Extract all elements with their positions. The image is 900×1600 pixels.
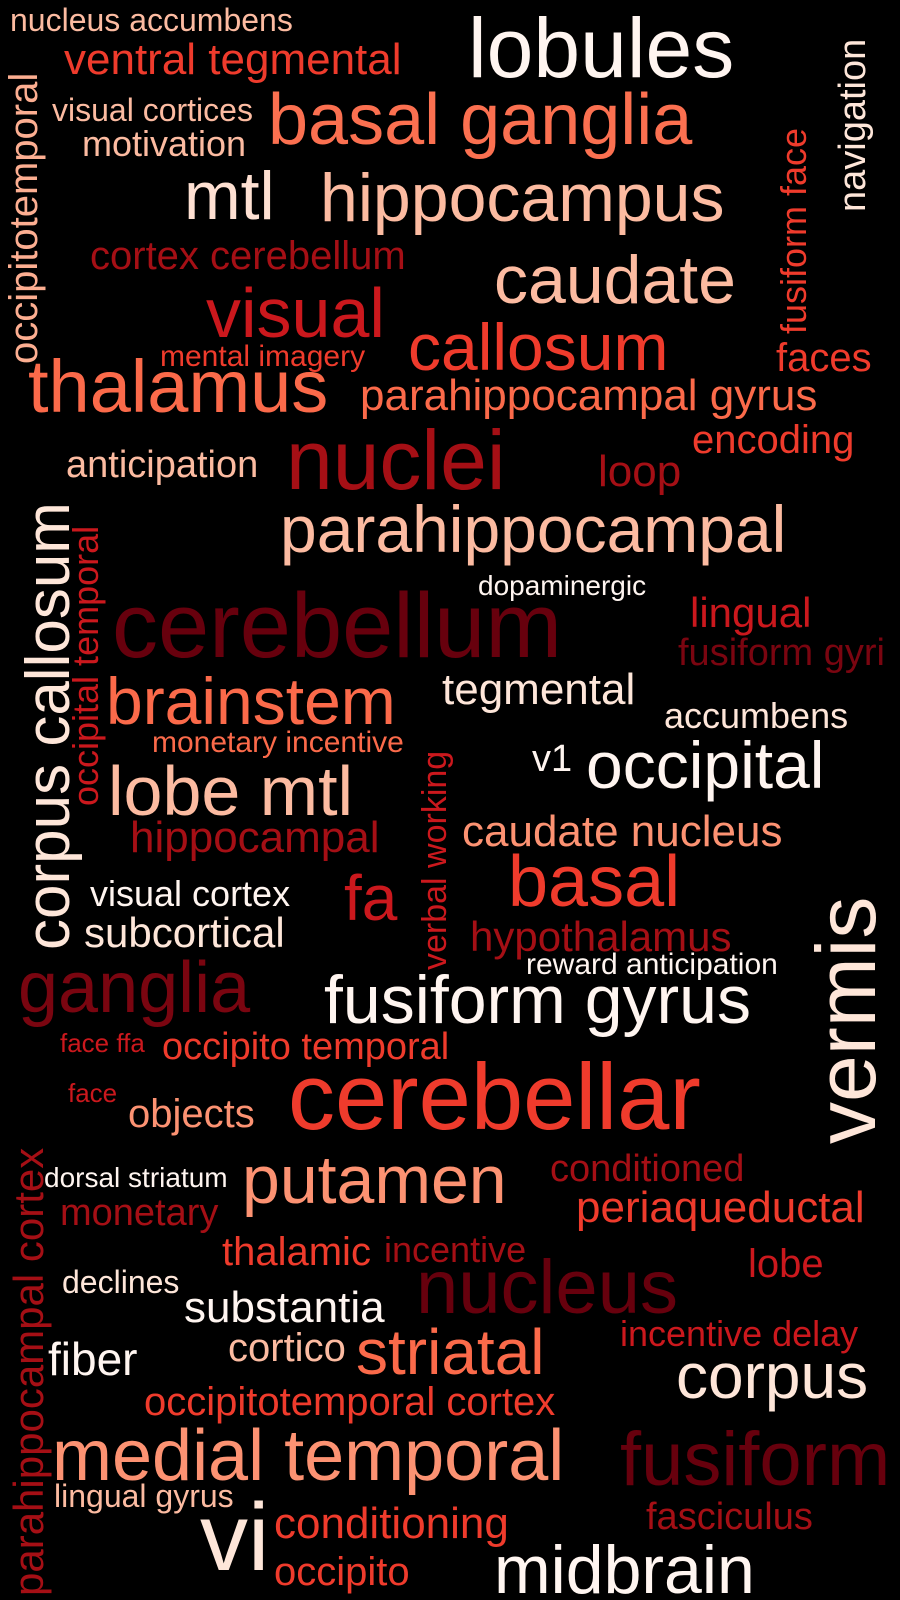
word-navigation: navigation [832,38,874,212]
word-corpus: corpus [676,1340,869,1412]
word-nuclei: nuclei [286,413,506,507]
word-periaqueductal: periaqueductal [576,1183,865,1232]
word-fusiform-gyri: fusiform gyri [678,632,885,674]
word-midbrain: midbrain [494,1532,755,1600]
word-face-ffa: face ffa [60,1028,145,1058]
word-striatal: striatal [356,1316,545,1388]
word-parahippocampal: parahippocampal [280,492,787,566]
word-cerebellum: cerebellum [112,575,562,677]
word-lingual-gyrus: lingual gyrus [54,1478,234,1514]
word-occipito: occipito [274,1550,410,1594]
word-fusiform: fusiform [620,1417,891,1502]
word-occipitotemporal: occipitotemporal [2,72,46,364]
word-hippocampus: hippocampus [320,160,725,236]
word-v1: v1 [532,738,573,780]
word-hippocampal: hippocampal [130,813,380,862]
word-occipital: occipital [586,728,825,802]
word-fiber: fiber [48,1333,138,1385]
word-caudate: caudate [494,242,736,318]
word-lobules: lobules [468,1,735,95]
word-brainstem: brainstem [106,664,396,738]
word-visual-cortices: visual cortices [52,92,253,128]
word-putamen: putamen [242,1142,507,1218]
word-vi: vi [200,1484,270,1591]
word-basal-ganglia: basal ganglia [268,80,693,160]
word-mtl: mtl [184,158,275,234]
word-monetary-incentive: monetary incentive [152,726,404,759]
word-nucleus: nucleus [416,1245,678,1330]
word-fusiform-face: fusiform face [773,127,814,334]
word-loop: loop [598,447,682,496]
word-reward-anticipation: reward anticipation [526,948,778,981]
word-callosum: callosum [408,310,669,384]
word-thalamus: thalamus [28,345,329,428]
word-nucleus-accumbens: nucleus accumbens [10,2,293,38]
word-basal: basal [508,842,681,922]
word-cortico: cortico [228,1326,346,1370]
word-mental-imagery: mental imagery [160,340,366,373]
word-occipitotemporal-cortex: occipitotemporal cortex [144,1380,556,1424]
word-fusiform-gyrus: fusiform gyrus [324,962,751,1038]
word-hypothalamus: hypothalamus [470,913,732,960]
word-vermis: vermis [799,896,893,1144]
word-objects: objects [128,1092,255,1136]
word-declines: declines [62,1264,180,1300]
word-dorsal-striatum: dorsal striatum [44,1162,228,1193]
word-face: face [68,1078,118,1108]
word-cortex-cerebellum: cortex cerebellum [90,234,406,278]
word-accumbens: accumbens [664,695,849,736]
word-dopaminergic: dopaminergic [478,570,647,601]
word-conditioning: conditioning [274,1499,509,1548]
word-ganglia: ganglia [18,948,251,1028]
word-lingual: lingual [690,589,812,636]
word-caudate-nucleus: caudate nucleus [462,807,783,856]
word-lobe: lobe [748,1242,824,1286]
word-incentive: incentive [384,1229,527,1270]
word-encoding: encoding [692,418,855,462]
word-monetary: monetary [60,1192,219,1234]
word-conditioned: conditioned [550,1148,745,1190]
word-medial-temporal: medial temporal [52,1416,565,1496]
word-subcortical: subcortical [84,909,285,956]
word-verbal-working: verbal working [416,750,454,970]
word-lobe-mtl: lobe mtl [108,752,354,830]
word-ventral-tegmental: ventral tegmental [64,35,402,84]
word-thalamic: thalamic [222,1230,371,1274]
word-parahippocampal-gyrus: parahippocampal gyrus [360,371,818,420]
word-visual-cortex: visual cortex [90,873,291,914]
word-occipital-temporal: occipital temporal [65,525,106,806]
word-parahippocampal-cortex: parahippocampal cortex [5,1147,52,1596]
word-tegmental: tegmental [442,665,636,714]
word-occipito-temporal: occipito temporal [162,1026,450,1068]
word-anticipation: anticipation [66,444,259,486]
word-faces: faces [776,336,872,380]
word-motivation: motivation [82,123,247,164]
word-fa: fa [344,862,398,934]
word-incentive-delay: incentive delay [620,1313,859,1354]
word-fasciculus: fasciculus [646,1496,813,1538]
word-cerebellar: cerebellar [288,1044,701,1149]
word-substantia: substantia [184,1283,385,1332]
word-visual: visual [206,274,385,352]
